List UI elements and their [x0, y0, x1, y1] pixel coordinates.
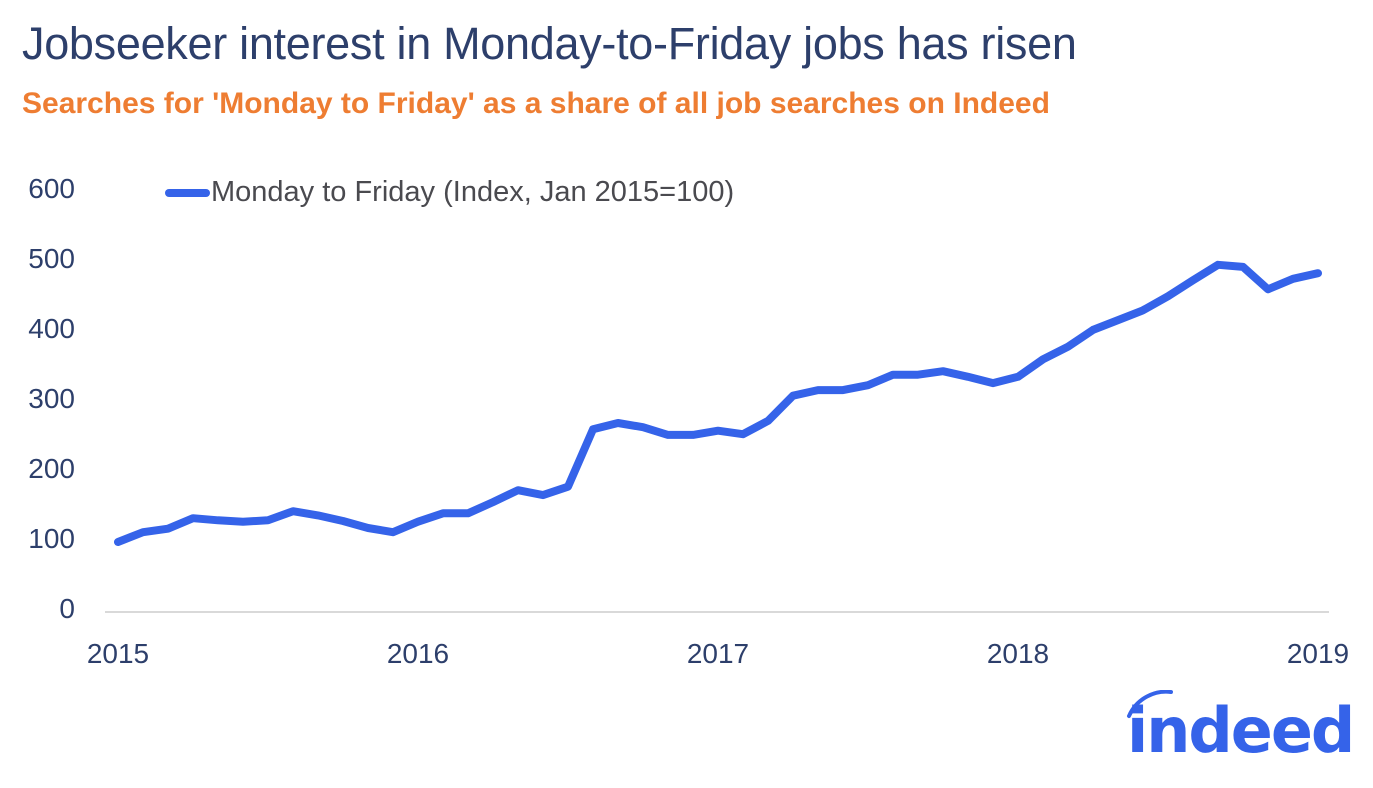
logo-text: indeed — [1127, 694, 1353, 760]
x-tick-label: 2015 — [86, 638, 150, 669]
y-tick-label: 500 — [28, 243, 75, 274]
legend: Monday to Friday (Index, Jan 2015=100) — [165, 176, 734, 209]
indeed-logo: indeed — [1125, 689, 1355, 767]
y-tick-label: 400 — [28, 313, 75, 344]
indeed-logo-icon: indeed — [1127, 689, 1355, 767]
x-tick-label: 2017 — [686, 638, 750, 669]
series-line-monday-to-friday — [114, 260, 1322, 546]
x-tick-label: 2018 — [986, 638, 1050, 669]
legend-swatch-icon — [165, 188, 210, 197]
y-tick-label: 600 — [28, 173, 75, 204]
y-tick-label: 300 — [28, 383, 75, 414]
chart-title: Jobseeker interest in Monday-to-Friday j… — [22, 18, 1077, 69]
y-tick-label: 200 — [28, 453, 75, 484]
y-tick-label: 100 — [28, 523, 75, 554]
legend-label: Monday to Friday (Index, Jan 2015=100) — [211, 176, 735, 208]
y-tick-label: 0 — [59, 593, 75, 624]
x-tick-label: 2016 — [386, 638, 450, 669]
x-tick-label: 2019 — [1286, 638, 1350, 669]
chart-subtitle: Searches for 'Monday to Friday' as a sha… — [22, 87, 1050, 120]
